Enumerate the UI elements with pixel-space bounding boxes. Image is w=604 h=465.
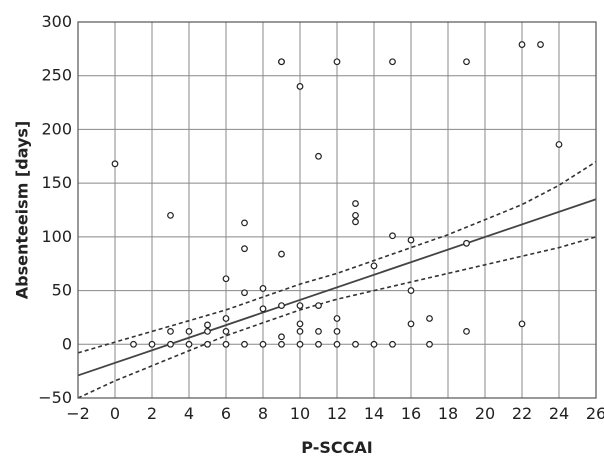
- data-point: [426, 315, 433, 322]
- data-point: [204, 321, 211, 329]
- y-tick-label: −50: [38, 388, 72, 407]
- regression-line: [77, 198, 597, 377]
- data-point: [333, 340, 341, 348]
- data-point: [370, 340, 378, 348]
- data-point: [241, 340, 248, 348]
- y-tick-labels: −50 0 50 100 150 200 250 300: [38, 12, 72, 407]
- data-point: [389, 340, 396, 348]
- data-point: [278, 340, 285, 348]
- data-point: [167, 340, 174, 348]
- data-point: [241, 219, 248, 227]
- data-point: [315, 327, 322, 335]
- x-tick-label: 0: [110, 404, 120, 423]
- x-tick-label: 26: [586, 404, 604, 423]
- data-point: [315, 302, 322, 310]
- data-point: [241, 245, 248, 253]
- data-point: [352, 218, 359, 226]
- data-point: [259, 285, 267, 292]
- x-tick-label: 16: [401, 404, 421, 423]
- data-point: [389, 232, 396, 240]
- data-point: [259, 340, 267, 348]
- ci-lower-line: [77, 236, 597, 399]
- y-tick-label: 250: [41, 66, 72, 85]
- data-point: [296, 302, 304, 310]
- data-point: [407, 320, 415, 328]
- data-point: [259, 305, 267, 313]
- data-point: [296, 327, 304, 335]
- data-point: [463, 58, 470, 66]
- data-point: [111, 160, 119, 168]
- data-point: [352, 211, 359, 219]
- x-tick-label: 20: [475, 404, 495, 423]
- x-tick-label: 10: [290, 404, 310, 423]
- data-point: [352, 340, 359, 348]
- data-point: [222, 275, 230, 283]
- data-point: [518, 320, 526, 328]
- data-point: [278, 302, 285, 310]
- plot-frame: [77, 21, 597, 399]
- x-axis-title: P-SCCAI: [301, 438, 372, 457]
- data-point: [204, 327, 211, 335]
- data-point: [389, 58, 396, 66]
- data-point: [352, 200, 359, 207]
- data-point: [167, 327, 174, 335]
- data-point: [370, 262, 378, 270]
- data-point: [315, 340, 322, 348]
- x-tick-label: 2: [147, 404, 157, 423]
- data-point: [463, 239, 470, 247]
- data-point: [296, 340, 304, 348]
- fit-line: [77, 198, 597, 377]
- data-point: [130, 340, 137, 348]
- data-point: [426, 340, 433, 348]
- x-tick-label: 24: [549, 404, 569, 423]
- data-point: [315, 152, 322, 160]
- data-point: [241, 289, 248, 297]
- data-point: [407, 287, 415, 294]
- data-point: [167, 211, 174, 219]
- y-tick-label: 300: [41, 12, 72, 31]
- x-tick-label: 22: [512, 404, 532, 423]
- y-axis-title: Absenteeism [days]: [13, 121, 32, 300]
- data-point: [333, 315, 341, 322]
- x-tick-label: 12: [327, 404, 347, 423]
- x-tick-label: 4: [184, 404, 194, 423]
- data-point: [148, 340, 156, 348]
- y-tick-label: 150: [41, 173, 72, 192]
- data-point: [333, 327, 341, 335]
- data-point: [278, 58, 285, 66]
- confidence-band: [77, 161, 597, 399]
- data-point: [555, 141, 563, 148]
- data-points: [111, 41, 563, 348]
- data-point: [222, 327, 230, 335]
- x-tick-label: 14: [364, 404, 384, 423]
- x-tick-label: 8: [258, 404, 268, 423]
- x-tick-label: 6: [221, 404, 231, 423]
- data-point: [278, 250, 285, 258]
- y-tick-label: 0: [62, 334, 72, 353]
- y-tick-label: 50: [52, 281, 72, 300]
- data-point: [296, 320, 304, 328]
- x-tick-label: −2: [66, 404, 90, 423]
- data-point: [278, 333, 285, 341]
- ci-upper-line: [77, 161, 597, 354]
- data-point: [537, 41, 544, 48]
- data-point: [185, 327, 193, 335]
- data-point: [407, 236, 415, 244]
- data-point: [463, 327, 470, 335]
- y-tick-label: 200: [41, 119, 72, 138]
- data-point: [204, 340, 211, 348]
- y-tick-label: 100: [41, 227, 72, 246]
- data-point: [185, 340, 193, 348]
- data-point: [333, 58, 341, 66]
- data-point: [518, 41, 526, 48]
- data-point: [296, 83, 304, 90]
- x-tick-labels: −2 0 2 4 6 8 10 12 14 16 18 20 22 24 26: [66, 404, 604, 423]
- x-tick-label: 18: [438, 404, 458, 423]
- data-point: [222, 340, 230, 348]
- data-point: [222, 315, 230, 322]
